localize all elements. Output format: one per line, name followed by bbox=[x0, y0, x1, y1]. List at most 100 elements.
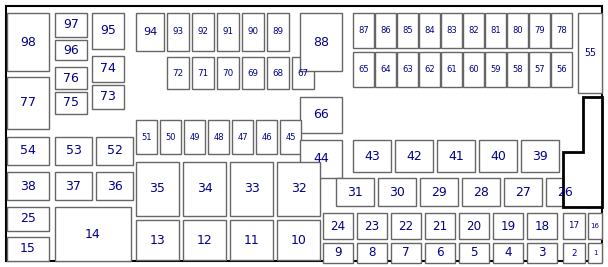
Text: 32: 32 bbox=[291, 183, 306, 195]
Text: 4: 4 bbox=[504, 246, 512, 260]
Bar bbox=[136, 220, 179, 260]
Bar bbox=[136, 13, 164, 51]
Bar bbox=[323, 243, 353, 263]
Bar bbox=[485, 52, 506, 87]
Bar bbox=[462, 178, 500, 206]
Bar bbox=[507, 52, 528, 87]
Text: 83: 83 bbox=[446, 26, 457, 35]
Bar bbox=[217, 57, 239, 89]
Bar bbox=[277, 220, 320, 260]
Bar bbox=[463, 13, 484, 48]
Bar bbox=[136, 162, 179, 216]
Text: 94: 94 bbox=[143, 27, 157, 37]
Text: 39: 39 bbox=[532, 150, 548, 163]
Text: 30: 30 bbox=[389, 186, 405, 198]
Text: 72: 72 bbox=[173, 69, 184, 77]
Text: 37: 37 bbox=[66, 179, 81, 193]
Bar bbox=[588, 213, 602, 239]
Text: 19: 19 bbox=[500, 219, 516, 233]
Text: 45: 45 bbox=[285, 132, 295, 142]
Text: 16: 16 bbox=[590, 223, 599, 229]
Bar bbox=[96, 137, 133, 165]
Bar bbox=[521, 140, 559, 172]
Bar bbox=[378, 178, 416, 206]
Text: 67: 67 bbox=[297, 69, 309, 77]
Text: 48: 48 bbox=[213, 132, 224, 142]
Bar bbox=[527, 213, 557, 239]
Bar bbox=[92, 13, 124, 49]
Bar bbox=[397, 13, 418, 48]
Bar bbox=[300, 97, 342, 133]
Bar bbox=[167, 13, 189, 51]
Text: 47: 47 bbox=[237, 132, 248, 142]
Bar bbox=[300, 140, 342, 178]
Text: 88: 88 bbox=[313, 36, 329, 49]
Text: 77: 77 bbox=[20, 96, 36, 109]
Text: 60: 60 bbox=[468, 65, 479, 74]
Text: 10: 10 bbox=[291, 234, 306, 246]
Text: 76: 76 bbox=[63, 72, 79, 84]
Text: 79: 79 bbox=[534, 26, 545, 35]
Bar bbox=[546, 178, 584, 206]
Text: 82: 82 bbox=[468, 26, 479, 35]
Text: 36: 36 bbox=[106, 179, 122, 193]
Bar bbox=[419, 52, 440, 87]
Text: 64: 64 bbox=[380, 65, 391, 74]
Bar bbox=[551, 13, 572, 48]
Text: 3: 3 bbox=[538, 246, 546, 260]
Text: 57: 57 bbox=[534, 65, 545, 74]
Text: 74: 74 bbox=[100, 62, 116, 76]
Text: 31: 31 bbox=[347, 186, 363, 198]
Bar bbox=[7, 77, 49, 129]
Text: 11: 11 bbox=[244, 234, 260, 246]
Text: 28: 28 bbox=[473, 186, 489, 198]
Bar bbox=[527, 243, 557, 263]
Bar bbox=[420, 178, 458, 206]
Bar bbox=[588, 243, 602, 263]
Bar bbox=[493, 213, 523, 239]
Polygon shape bbox=[563, 97, 602, 207]
Bar bbox=[425, 213, 455, 239]
Text: 35: 35 bbox=[150, 183, 165, 195]
Bar bbox=[395, 140, 433, 172]
Bar bbox=[183, 220, 226, 260]
Bar bbox=[391, 243, 421, 263]
Text: 85: 85 bbox=[402, 26, 413, 35]
Text: 78: 78 bbox=[556, 26, 567, 35]
Text: 56: 56 bbox=[556, 65, 567, 74]
Text: 44: 44 bbox=[313, 152, 329, 166]
Bar bbox=[425, 243, 455, 263]
Bar bbox=[92, 56, 124, 82]
Text: 69: 69 bbox=[247, 69, 258, 77]
Text: 21: 21 bbox=[432, 219, 447, 233]
Bar bbox=[160, 120, 181, 154]
Bar bbox=[55, 67, 87, 89]
Bar bbox=[323, 213, 353, 239]
Bar bbox=[232, 120, 253, 154]
Bar bbox=[136, 120, 157, 154]
Text: 65: 65 bbox=[358, 65, 369, 74]
Text: 51: 51 bbox=[141, 132, 152, 142]
Text: 87: 87 bbox=[358, 26, 369, 35]
Text: 61: 61 bbox=[446, 65, 457, 74]
Bar bbox=[459, 213, 489, 239]
Bar bbox=[353, 52, 374, 87]
Text: 53: 53 bbox=[66, 144, 81, 158]
Bar bbox=[7, 172, 49, 200]
Text: 73: 73 bbox=[100, 91, 116, 104]
Bar bbox=[485, 13, 506, 48]
Bar bbox=[277, 162, 320, 216]
Text: 27: 27 bbox=[515, 186, 531, 198]
Text: 80: 80 bbox=[512, 26, 523, 35]
Bar bbox=[256, 120, 277, 154]
Bar bbox=[184, 120, 205, 154]
Bar bbox=[578, 13, 602, 93]
Bar bbox=[55, 137, 92, 165]
Bar bbox=[563, 243, 585, 263]
Bar bbox=[55, 13, 87, 37]
Bar bbox=[55, 172, 92, 200]
Text: 95: 95 bbox=[100, 25, 116, 37]
Bar bbox=[267, 57, 289, 89]
Bar bbox=[419, 13, 440, 48]
Text: 20: 20 bbox=[466, 219, 482, 233]
